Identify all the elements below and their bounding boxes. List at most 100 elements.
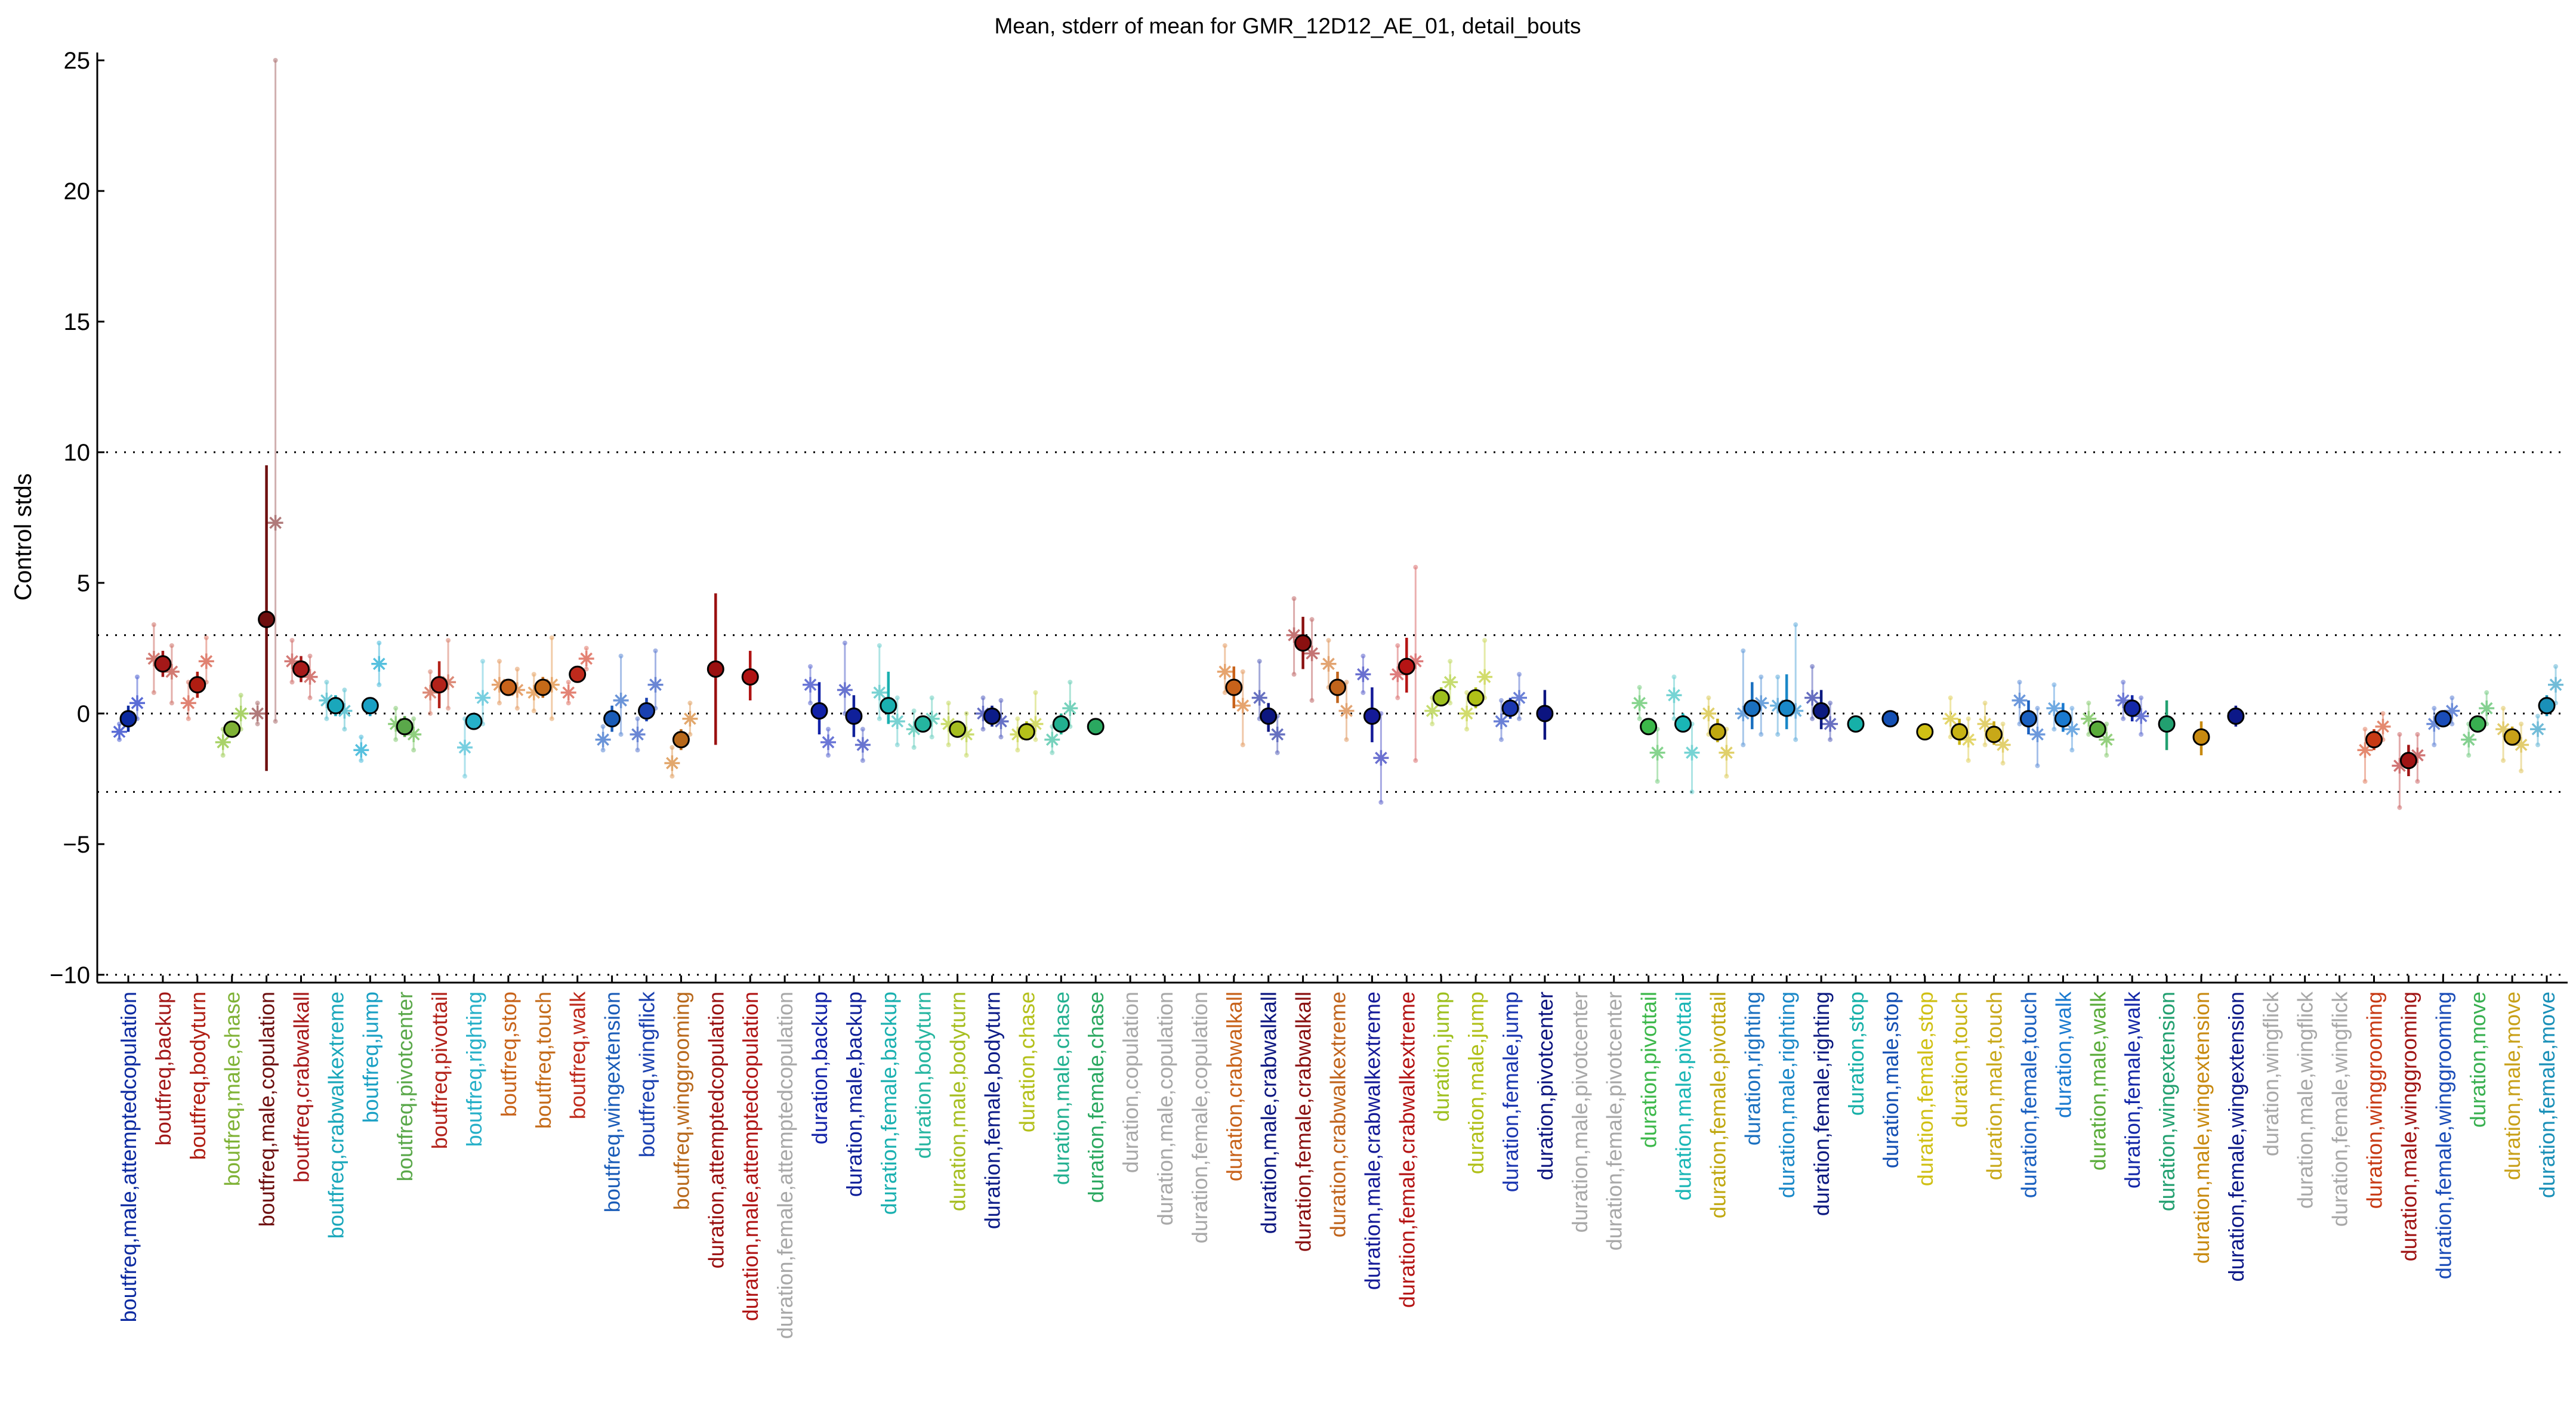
category-marks <box>1847 715 1865 733</box>
star-marker <box>1977 716 1993 732</box>
star-marker <box>1995 737 2011 753</box>
star-stroke <box>1306 647 1318 660</box>
star-marker <box>2530 721 2546 737</box>
star-stroke <box>562 686 575 699</box>
sample-error-dot <box>1430 721 1435 727</box>
sample-error-dot <box>462 774 467 779</box>
star-stroke <box>615 694 627 707</box>
star-stroke <box>822 736 835 749</box>
star-stroke <box>338 705 351 717</box>
star-stroke <box>891 715 904 728</box>
x-tick-label: duration,female,bodyturn <box>980 992 1005 1229</box>
star-marker <box>284 653 300 669</box>
mean-point <box>914 715 932 733</box>
sample-error-dot <box>411 716 417 721</box>
star-stroke <box>1513 691 1526 705</box>
star-stroke <box>2462 733 2475 746</box>
category-marks <box>837 640 871 763</box>
star-stroke <box>476 691 489 705</box>
sample-error-dot <box>2466 753 2472 758</box>
category-marks <box>284 638 318 700</box>
star-stroke <box>942 718 955 730</box>
star-stroke <box>1322 657 1335 671</box>
mean-point <box>2434 710 2452 728</box>
star-stroke <box>666 756 678 770</box>
category-marks <box>595 653 629 753</box>
sample-error-dot <box>2017 721 2022 727</box>
x-tick-label: duration,female,righting <box>1809 992 1834 1216</box>
sample-error-dot <box>566 700 571 706</box>
x-tick-label: duration,female,copulation <box>1187 992 1212 1243</box>
mean-point <box>741 668 759 686</box>
star-marker <box>1062 700 1078 717</box>
sample-error-dot <box>117 721 122 727</box>
x-tick-label: duration,walk <box>2051 991 2075 1118</box>
sample-error-dot <box>1015 748 1020 753</box>
category-marks <box>180 635 214 721</box>
star-marker <box>837 682 853 698</box>
mean-point <box>1225 678 1243 696</box>
star-marker <box>180 695 196 711</box>
x-tick-label: duration,male,jump <box>1464 992 1488 1174</box>
sample-error-dot <box>411 748 417 753</box>
star-marker <box>267 515 283 531</box>
star-stroke <box>2480 702 2493 715</box>
sample-error-dot <box>393 706 399 711</box>
star-marker <box>1235 697 1251 714</box>
star-stroke <box>113 725 126 738</box>
sample-error-dot <box>2051 727 2057 732</box>
sample-error-dot <box>980 727 986 732</box>
mean-point <box>603 710 621 728</box>
y-tick-label: −5 <box>63 832 90 858</box>
star-stroke <box>856 739 869 751</box>
star-stroke <box>2377 720 2389 733</box>
x-tick-label: boutfreq,stop <box>496 992 521 1117</box>
sample-error-dot <box>2121 680 2126 685</box>
category-marks <box>1770 622 1804 742</box>
sample-error-dot <box>1655 779 1660 784</box>
star-marker <box>2046 700 2062 717</box>
sample-error-dot <box>2139 695 2144 700</box>
star-stroke <box>2531 722 2544 736</box>
sample-error-dot <box>2449 695 2455 700</box>
mean-point <box>1501 699 1519 717</box>
sample-error-dot <box>203 635 209 640</box>
x-tick-label: duration,male,wingextension <box>2189 992 2214 1264</box>
x-tick-label: duration,wingflick <box>2259 991 2283 1156</box>
sample-error-dot <box>2086 700 2091 706</box>
sample-error-dot <box>635 748 640 753</box>
category-marks <box>1536 690 1554 740</box>
star-stroke <box>1668 688 1680 702</box>
x-tick-label: boutfreq,touch <box>531 992 556 1129</box>
star-marker <box>1373 750 1389 766</box>
sample-error-dot <box>946 742 951 748</box>
star-marker <box>820 734 836 751</box>
y-tick-label: 10 <box>64 440 91 466</box>
sample-error-dot <box>1828 700 1833 706</box>
star-marker <box>1338 703 1355 719</box>
category-marks <box>1881 710 1899 728</box>
x-tick-label: boutfreq,male,attemptedcopulation <box>116 992 141 1322</box>
category-marks <box>1087 718 1105 736</box>
mean-point <box>1812 702 1830 720</box>
star-marker <box>1494 714 1509 730</box>
sample-error-dot <box>618 731 624 737</box>
sample-error-dot <box>1361 653 1366 659</box>
sample-error-dot <box>911 745 917 750</box>
sample-error-dot <box>1982 742 1988 748</box>
star-stroke <box>1944 712 1957 725</box>
category-marks <box>630 648 664 753</box>
mean-point <box>880 697 897 715</box>
category-marks <box>422 638 456 716</box>
sample-error-dot <box>877 643 882 649</box>
sample-error-dot <box>877 716 882 721</box>
category-marks <box>2192 721 2210 756</box>
star-stroke <box>2013 694 2026 707</box>
x-tick-label: duration,male,crabwalkall <box>1257 992 1281 1234</box>
star-stroke <box>2134 709 2148 722</box>
star-marker <box>1355 666 1371 683</box>
mean-point <box>1778 699 1796 717</box>
star-marker <box>2479 700 2495 717</box>
sample-error-dot <box>998 698 1004 703</box>
